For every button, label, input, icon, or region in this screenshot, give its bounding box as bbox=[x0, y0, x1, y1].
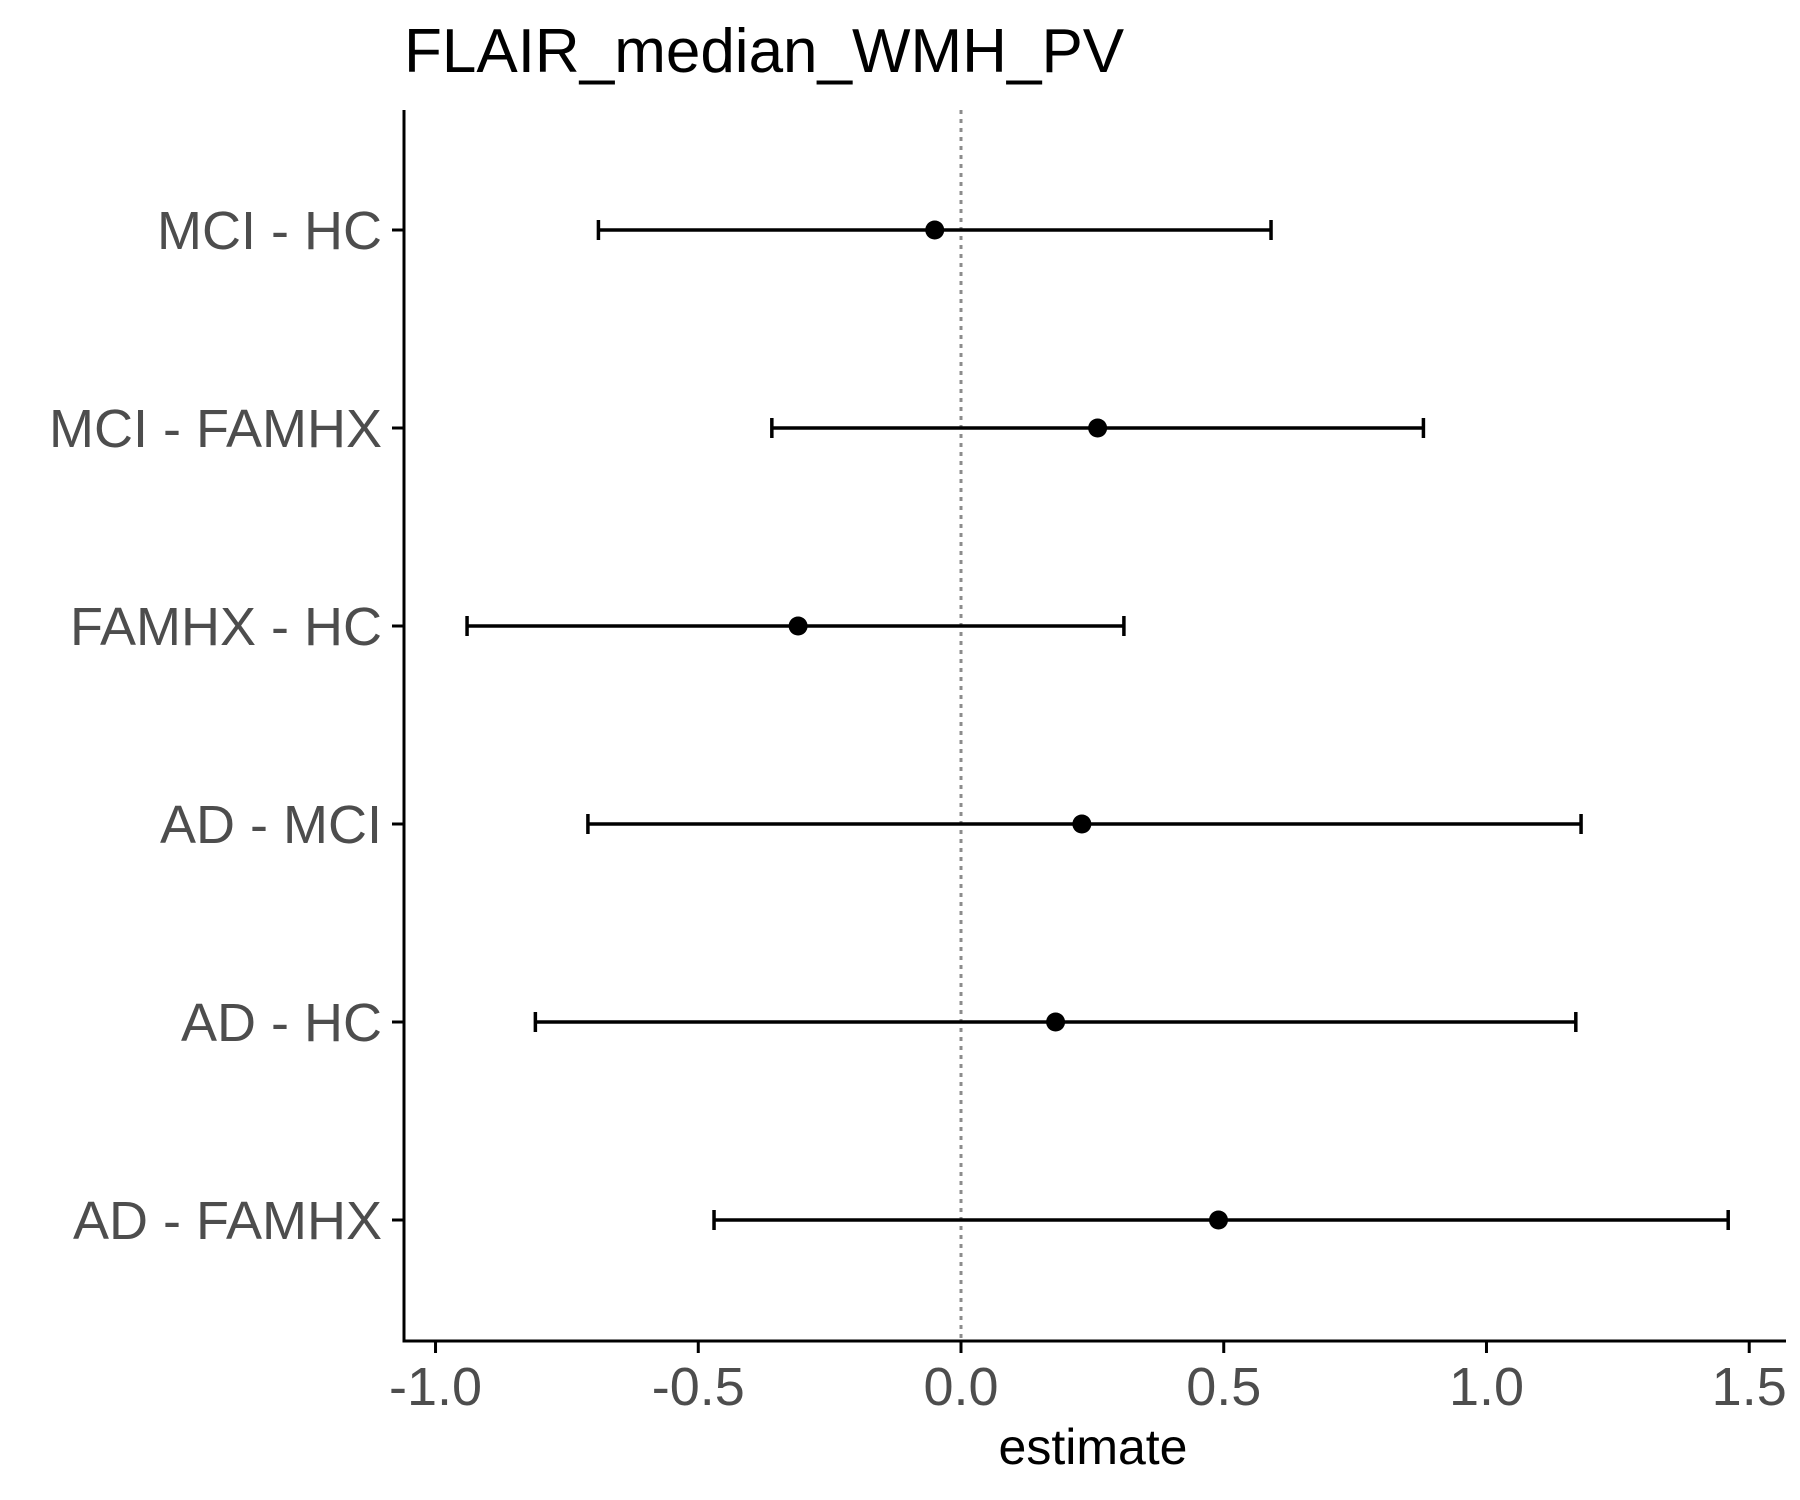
chart-title: FLAIR_median_WMH_PV bbox=[404, 17, 1125, 86]
y-tick-label: AD - FAMHX bbox=[73, 1191, 382, 1251]
estimate-point bbox=[1208, 1210, 1228, 1230]
estimate-point bbox=[1046, 1012, 1066, 1032]
estimate-point bbox=[1088, 418, 1108, 438]
x-axis-title: estimate bbox=[999, 1419, 1188, 1475]
x-tick-label: 0.5 bbox=[1186, 1357, 1261, 1417]
y-tick-label: MCI - HC bbox=[157, 201, 382, 261]
y-tick-label: AD - HC bbox=[181, 993, 382, 1053]
x-tick-label: -0.5 bbox=[652, 1357, 745, 1417]
y-tick-label: FAMHX - HC bbox=[70, 597, 382, 657]
estimate-point bbox=[788, 616, 808, 636]
estimate-point bbox=[1072, 814, 1092, 834]
plot-area: -1.0 -0.5 0.0 0.5 1.0 1.5 MCI - HC MCI - FAMHX F… bbox=[49, 110, 1787, 1417]
x-tick-label: -1.0 bbox=[389, 1357, 482, 1417]
x-tick-label: 1.0 bbox=[1449, 1357, 1524, 1417]
estimate-point bbox=[925, 220, 945, 240]
x-tick-label: 1.5 bbox=[1712, 1357, 1787, 1417]
y-tick-label: MCI - FAMHX bbox=[49, 399, 382, 459]
x-tick-label: 0.0 bbox=[923, 1357, 998, 1417]
y-tick-label: AD - MCI bbox=[160, 795, 382, 855]
